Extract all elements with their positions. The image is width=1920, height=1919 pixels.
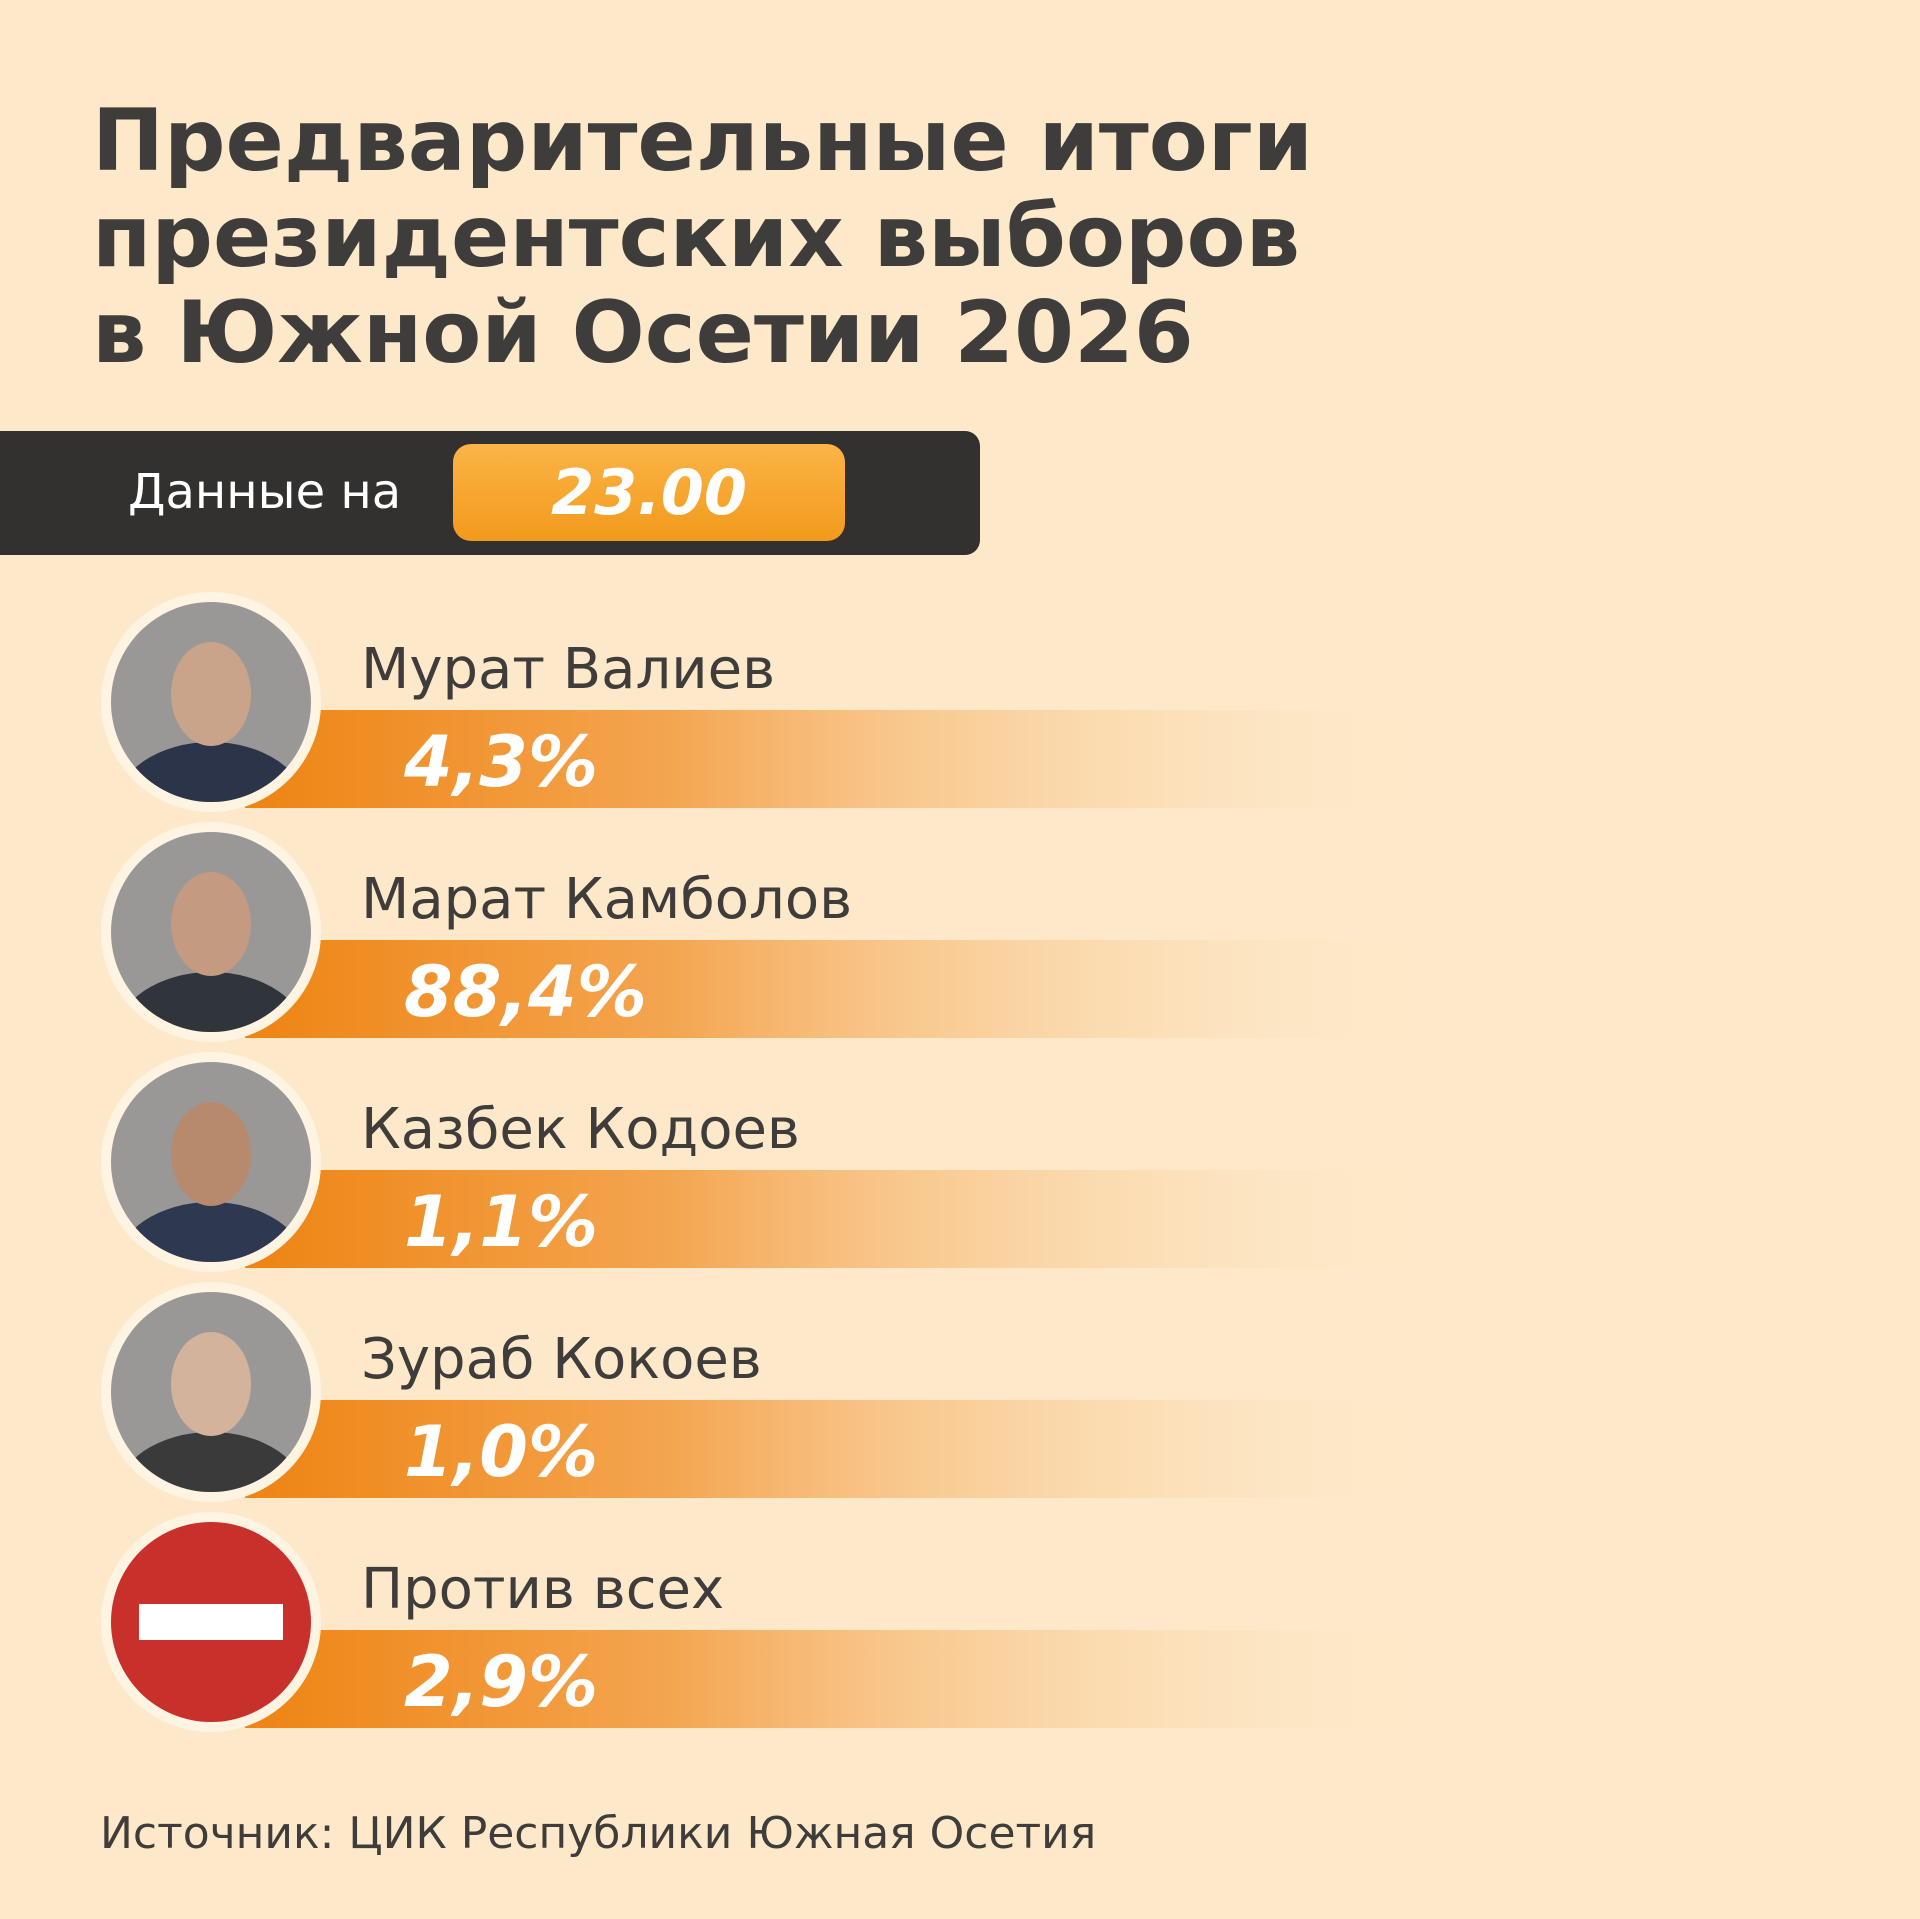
photo-face bbox=[171, 1332, 251, 1436]
time-pill bbox=[453, 444, 845, 541]
photo-body bbox=[116, 1432, 306, 1492]
photo-body bbox=[116, 1202, 306, 1262]
result-bar bbox=[245, 710, 1460, 808]
candidate-result: 1,0% bbox=[404, 1411, 598, 1493]
candidate-name: Марат Камболов bbox=[361, 867, 852, 932]
source: Источник: ЦИК Республики Южная Осетия bbox=[100, 1808, 1096, 1859]
candidate-name: Против всех bbox=[361, 1557, 724, 1622]
title-line: президентских выборов bbox=[92, 187, 1300, 287]
candidate-row: Мурат Валиев 4,3% bbox=[101, 592, 1460, 812]
photo-body bbox=[116, 972, 306, 1032]
title-line: Предварительные итоги bbox=[92, 91, 1313, 191]
result-bar bbox=[245, 1170, 1460, 1268]
result-bar bbox=[245, 1400, 1460, 1498]
candidate-list: Мурат Валиев 4,3% Марат Камболов 88,4% Казбе… bbox=[101, 592, 1460, 1732]
candidate-row: Против всех 2,9% bbox=[101, 1512, 1460, 1732]
candidate-photo bbox=[111, 602, 311, 802]
title-line: в Южной Осетии 2026 bbox=[92, 283, 1194, 383]
photo-face bbox=[171, 1102, 251, 1206]
timestamp-banner: Данные на 23.00 bbox=[0, 431, 980, 555]
candidate-photo bbox=[111, 1062, 311, 1262]
candidate-name: Казбек Кодоев bbox=[361, 1097, 800, 1162]
candidate-row: Казбек Кодоев 1,1% bbox=[101, 1052, 1460, 1272]
candidate-result: 4,3% bbox=[403, 721, 598, 803]
candidate-name: Мурат Валиев bbox=[361, 637, 775, 702]
candidate-row: Зураб Кокоев 1,0% bbox=[101, 1282, 1460, 1502]
timestamp-label: Данные на bbox=[128, 464, 401, 520]
candidate-photo bbox=[111, 1292, 311, 1492]
title: Предварительные итоги президентских выбо… bbox=[92, 91, 1313, 383]
candidate-result: 2,9% bbox=[404, 1641, 598, 1723]
photo-face bbox=[171, 872, 251, 976]
photo-face bbox=[171, 642, 251, 746]
result-bar bbox=[245, 1630, 1460, 1728]
photo-body bbox=[116, 742, 306, 802]
timestamp-time: 23.00 bbox=[551, 456, 747, 529]
candidate-photo bbox=[111, 832, 311, 1032]
candidate-row: Марат Камболов 88,4% bbox=[101, 822, 1460, 1042]
no-entry-bar bbox=[139, 1604, 283, 1640]
candidate-name: Зураб Кокоев bbox=[361, 1327, 762, 1392]
result-bar bbox=[245, 940, 1460, 1038]
candidate-result: 88,4% bbox=[404, 951, 647, 1033]
candidate-result: 1,1% bbox=[404, 1181, 598, 1263]
